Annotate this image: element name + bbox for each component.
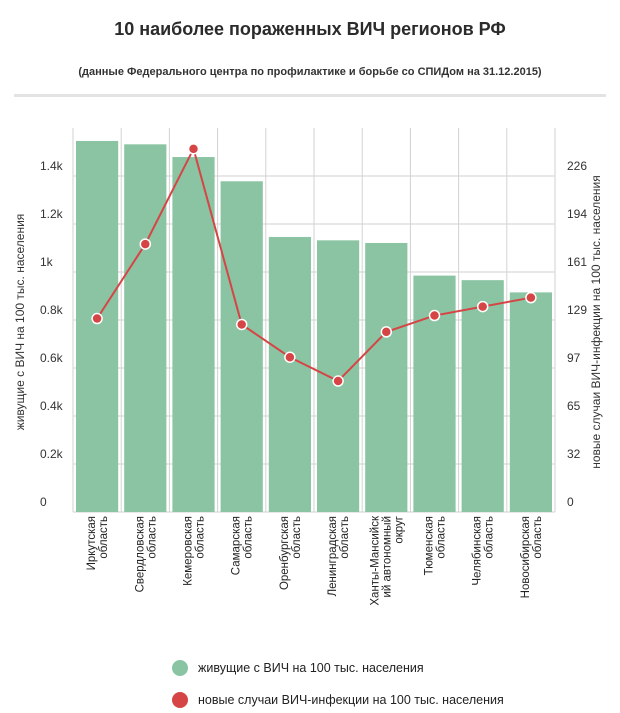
y2-axis-title: новые случаи ВИЧ-инфекции на 100 тыс. на… (589, 175, 603, 469)
y-tick-label: 0 (40, 495, 47, 509)
y-tick-label: 1.2k (40, 207, 64, 221)
y2-tick-label: 97 (567, 351, 581, 365)
header-divider (14, 94, 606, 97)
bar (461, 280, 504, 512)
x-tick-label: область (532, 516, 544, 559)
line-point (525, 291, 537, 304)
x-tick-label: Новосибирская (520, 516, 532, 598)
y2-tick-label: 0 (567, 495, 574, 509)
x-tick-label: область (291, 516, 303, 559)
x-tick-label: область (243, 516, 255, 559)
line-point (332, 375, 344, 387)
y2-tick-label: 194 (567, 207, 587, 221)
x-tick-label: область (98, 516, 110, 559)
x-tick-label: Тюменская (424, 516, 436, 575)
x-tick-label: Челябинская (472, 516, 484, 586)
line-point (476, 300, 489, 313)
x-tick-label: Оренбургская (279, 516, 291, 590)
x-tick-label: Ленинградская (327, 516, 339, 596)
y-axis-title: живущие с ВИЧ на 100 тыс. населения (13, 214, 27, 431)
x-tick-label: ий автономный (381, 516, 393, 598)
y2-tick-label: 129 (567, 303, 587, 317)
y-tick-label: 1k (40, 255, 54, 269)
y-tick-label: 1.4k (40, 159, 64, 173)
bar (365, 242, 408, 512)
line-point (428, 309, 441, 322)
line-point (235, 318, 248, 331)
legend-label-bars: живущие с ВИЧ на 100 тыс. населения (198, 661, 424, 675)
x-tick-label: область (146, 516, 158, 559)
bar (268, 236, 311, 512)
bar (509, 292, 552, 512)
series-line (96, 146, 532, 383)
legend-swatch-line (172, 692, 188, 708)
y-tick-label: 0.2k (40, 447, 64, 461)
chart-title: 10 наиболее пораженных ВИЧ регионов РФ (114, 19, 506, 39)
x-tick-label: область (339, 516, 351, 559)
bar (124, 144, 167, 512)
legend-item-line[interactable]: новые случаи ВИЧ-инфекции на 100 тыс. на… (172, 692, 504, 708)
legend-label-line: новые случаи ВИЧ-инфекции на 100 тыс. на… (198, 693, 504, 707)
y2-tick-label: 226 (567, 159, 587, 173)
x-tick-label: Свердловская (134, 516, 146, 592)
line-point (91, 312, 103, 325)
y-tick-label: 0.6k (40, 351, 64, 365)
x-tick-label: Иркутская (86, 516, 98, 570)
x-tick-label: область (436, 516, 448, 559)
x-tick-label: округ (393, 516, 405, 544)
x-tick-label: область (484, 516, 496, 559)
x-tick-label: Ханты-Мансийск (369, 515, 381, 606)
line-point (284, 351, 296, 363)
line-point (139, 238, 152, 250)
line-point (187, 143, 200, 155)
y2-tick-label: 65 (567, 399, 581, 413)
y-tick-label: 0.4k (40, 399, 64, 413)
bar (220, 181, 263, 512)
chart-subtitle: (данные Федерального центра по профилакт… (78, 66, 542, 78)
bar (76, 140, 119, 512)
legend-swatch-bars (172, 660, 188, 676)
y-tick-label: 0.8k (40, 303, 64, 317)
x-tick-label: Кемеровская (183, 516, 195, 586)
x-tick-label: Самарская (231, 516, 243, 575)
y2-tick-label: 32 (567, 447, 581, 461)
bar (172, 157, 215, 513)
y2-tick-label: 161 (567, 255, 587, 269)
line-point (380, 326, 393, 338)
x-tick-label: область (195, 516, 207, 559)
legend-item-bars[interactable]: живущие с ВИЧ на 100 тыс. населения (172, 660, 424, 676)
